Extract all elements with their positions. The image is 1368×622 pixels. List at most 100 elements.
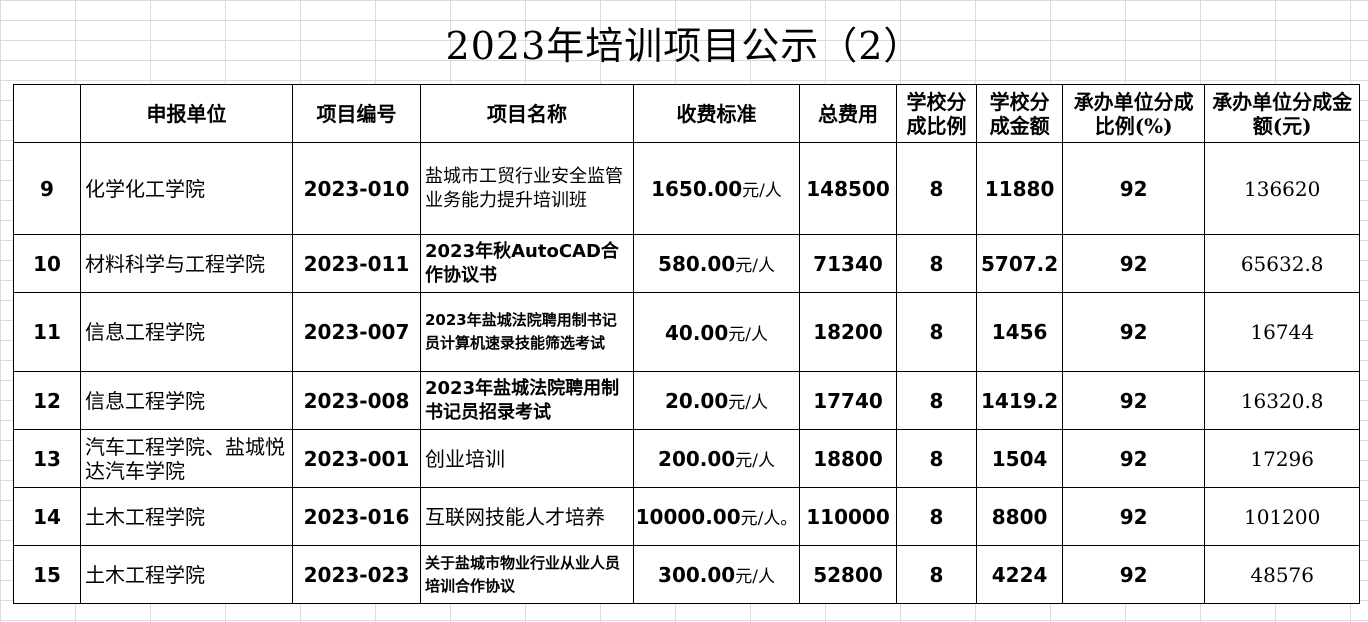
cell-index[interactable]: 11 bbox=[13, 292, 81, 372]
cell-school-ratio[interactable]: 8 bbox=[896, 234, 977, 293]
cell-index[interactable]: 14 bbox=[13, 487, 81, 546]
cell-school-ratio[interactable]: 8 bbox=[896, 545, 977, 604]
cell-index[interactable]: 10 bbox=[13, 234, 81, 293]
cell-project-name[interactable]: 互联网技能人才培养 bbox=[420, 487, 634, 546]
cell-code[interactable]: 2023-008 bbox=[292, 371, 421, 430]
cell-unit[interactable]: 材料科学与工程学院 bbox=[80, 234, 293, 293]
cell-host-amount[interactable]: 65632.8 bbox=[1204, 234, 1361, 293]
cell-host-amount[interactable]: 136620 bbox=[1204, 142, 1361, 235]
cell-code[interactable]: 2023-016 bbox=[292, 487, 421, 546]
cell-school-amount[interactable]: 1456 bbox=[975, 292, 1064, 372]
cell-fee[interactable]: 200.00元/人 bbox=[633, 429, 800, 488]
cell-school-amount[interactable]: 4224 bbox=[975, 545, 1064, 604]
cell-unit[interactable]: 化学化工学院 bbox=[80, 142, 293, 235]
fee-unit: 元/人 bbox=[728, 393, 768, 413]
fee-unit: 元/人 bbox=[735, 256, 775, 276]
fee-unit: 元/人。 bbox=[740, 509, 798, 529]
header-name[interactable]: 项目名称 bbox=[420, 84, 634, 143]
cell-unit[interactable]: 信息工程学院 bbox=[80, 292, 293, 372]
cell-fee[interactable]: 40.00元/人 bbox=[633, 292, 800, 372]
cell-school-ratio[interactable]: 8 bbox=[896, 292, 977, 372]
table-row: 14 土木工程学院 2023-016 互联网技能人才培养 10000.00元/人… bbox=[13, 487, 1361, 546]
cell-host-ratio[interactable]: 92 bbox=[1062, 487, 1206, 546]
cell-school-ratio[interactable]: 8 bbox=[896, 371, 977, 430]
cell-total[interactable]: 18800 bbox=[799, 429, 897, 488]
cell-unit[interactable]: 土木工程学院 bbox=[80, 545, 293, 604]
page-title: 2023年培训项目公示（2） bbox=[445, 24, 923, 68]
cell-project-name[interactable]: 2023年秋AutoCAD合作协议书 bbox=[420, 234, 634, 293]
cell-host-ratio[interactable]: 92 bbox=[1062, 234, 1206, 293]
cell-index[interactable]: 12 bbox=[13, 371, 81, 430]
cell-code[interactable]: 2023-023 bbox=[292, 545, 421, 604]
cell-fee[interactable]: 20.00元/人 bbox=[633, 371, 800, 430]
header-row: 申报单位 项目编号 项目名称 收费标准 总费用 学校分成比例 学校分成金额 承办… bbox=[13, 84, 1361, 143]
fee-value: 10000.00 bbox=[635, 505, 741, 529]
cell-project-name[interactable]: 2023年盐城法院聘用制书记员计算机速录技能筛选考试 bbox=[420, 292, 634, 372]
cell-code[interactable]: 2023-007 bbox=[292, 292, 421, 372]
cell-school-amount[interactable]: 1504 bbox=[975, 429, 1064, 488]
fee-unit: 元/人 bbox=[728, 324, 768, 345]
cell-unit[interactable]: 土木工程学院 bbox=[80, 487, 293, 546]
cell-total[interactable]: 18200 bbox=[799, 292, 897, 372]
cell-host-amount[interactable]: 16744 bbox=[1204, 292, 1361, 372]
header-code[interactable]: 项目编号 bbox=[292, 84, 421, 143]
cell-index[interactable]: 13 bbox=[13, 429, 81, 488]
cell-project-name[interactable]: 创业培训 bbox=[420, 429, 634, 488]
fee-value: 40.00 bbox=[665, 320, 729, 345]
cell-host-ratio[interactable]: 92 bbox=[1062, 371, 1206, 430]
header-total[interactable]: 总费用 bbox=[799, 84, 897, 143]
cell-school-ratio[interactable]: 8 bbox=[896, 429, 977, 488]
cell-host-ratio[interactable]: 92 bbox=[1062, 142, 1206, 235]
fee-unit: 元/人 bbox=[735, 451, 775, 471]
cell-unit[interactable]: 汽车工程学院、盐城悦达汽车学院 bbox=[80, 429, 293, 488]
header-fee[interactable]: 收费标准 bbox=[633, 84, 800, 143]
cell-code[interactable]: 2023-010 bbox=[292, 142, 421, 235]
cell-project-name[interactable]: 关于盐城市物业行业从业人员培训合作协议 bbox=[420, 545, 634, 604]
cell-total[interactable]: 148500 bbox=[799, 142, 897, 235]
cell-host-amount[interactable]: 17296 bbox=[1204, 429, 1361, 488]
cell-host-amount[interactable]: 48576 bbox=[1204, 545, 1361, 604]
cell-host-amount[interactable]: 101200 bbox=[1204, 487, 1361, 546]
cell-index[interactable]: 9 bbox=[13, 142, 81, 235]
cell-project-name[interactable]: 2023年盐城法院聘用制书记员招录考试 bbox=[420, 371, 634, 430]
cell-fee[interactable]: 580.00元/人 bbox=[633, 234, 800, 293]
cell-host-ratio[interactable]: 92 bbox=[1062, 429, 1206, 488]
cell-index[interactable]: 15 bbox=[13, 545, 81, 604]
header-unit[interactable]: 申报单位 bbox=[80, 84, 293, 143]
cell-school-amount[interactable]: 5707.2 bbox=[975, 234, 1064, 293]
table-row: 12 信息工程学院 2023-008 2023年盐城法院聘用制书记员招录考试 2… bbox=[13, 371, 1361, 430]
fee-value: 20.00 bbox=[665, 389, 729, 413]
cell-school-amount[interactable]: 8800 bbox=[975, 487, 1064, 546]
cell-total[interactable]: 110000 bbox=[799, 487, 897, 546]
table-row: 11 信息工程学院 2023-007 2023年盐城法院聘用制书记员计算机速录技… bbox=[13, 292, 1361, 372]
cell-total[interactable]: 71340 bbox=[799, 234, 897, 293]
cell-fee[interactable]: 1650.00元/人 bbox=[633, 142, 800, 235]
cell-school-amount[interactable]: 1419.2 bbox=[975, 371, 1064, 430]
training-project-table: 申报单位 项目编号 项目名称 收费标准 总费用 学校分成比例 学校分成金额 承办… bbox=[13, 84, 1361, 604]
cell-school-ratio[interactable]: 8 bbox=[896, 142, 977, 235]
header-school-ratio[interactable]: 学校分成比例 bbox=[896, 84, 977, 143]
fee-unit: 元/人 bbox=[742, 181, 782, 201]
cell-project-name[interactable]: 盐城市工贸行业安全监管业务能力提升培训班 bbox=[420, 142, 634, 235]
fee-value: 1650.00 bbox=[651, 177, 743, 201]
fee-value: 300.00 bbox=[658, 563, 736, 587]
header-index[interactable] bbox=[13, 84, 81, 143]
cell-total[interactable]: 52800 bbox=[799, 545, 897, 604]
cell-unit[interactable]: 信息工程学院 bbox=[80, 371, 293, 430]
cell-code[interactable]: 2023-001 bbox=[292, 429, 421, 488]
table-row: 15 土木工程学院 2023-023 关于盐城市物业行业从业人员培训合作协议 3… bbox=[13, 545, 1361, 604]
table-row: 10 材料科学与工程学院 2023-011 2023年秋AutoCAD合作协议书… bbox=[13, 234, 1361, 293]
cell-host-ratio[interactable]: 92 bbox=[1062, 545, 1206, 604]
header-host-ratio[interactable]: 承办单位分成比例(%) bbox=[1062, 84, 1206, 143]
cell-total[interactable]: 17740 bbox=[799, 371, 897, 430]
cell-fee[interactable]: 300.00元/人 bbox=[633, 545, 800, 604]
cell-fee[interactable]: 10000.00元/人。 bbox=[633, 487, 800, 546]
header-school-amount[interactable]: 学校分成金额 bbox=[975, 84, 1064, 143]
table-row: 9 化学化工学院 2023-010 盐城市工贸行业安全监管业务能力提升培训班 1… bbox=[13, 142, 1361, 235]
cell-school-ratio[interactable]: 8 bbox=[896, 487, 977, 546]
cell-code[interactable]: 2023-011 bbox=[292, 234, 421, 293]
header-host-amount[interactable]: 承办单位分成金额(元) bbox=[1204, 84, 1361, 143]
cell-host-amount[interactable]: 16320.8 bbox=[1204, 371, 1361, 430]
cell-school-amount[interactable]: 11880 bbox=[975, 142, 1064, 235]
cell-host-ratio[interactable]: 92 bbox=[1062, 292, 1206, 372]
